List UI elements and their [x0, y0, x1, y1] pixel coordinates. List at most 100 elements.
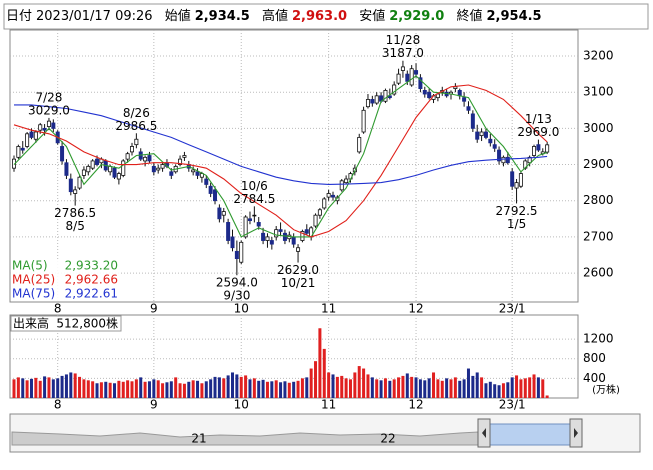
volume-bar: [445, 378, 449, 398]
ma-line: [13, 75, 548, 238]
annotation-value: 3029.0: [28, 103, 70, 117]
volume-bar: [16, 377, 20, 398]
candle-body: [400, 66, 405, 71]
candle-body: [497, 149, 502, 162]
volume-bar: [270, 381, 274, 398]
volume-bar: [191, 380, 195, 398]
open: 2,934.5: [194, 9, 250, 24]
volume-bar: [357, 366, 361, 398]
x-tick-label: 9: [150, 398, 158, 412]
volume-bar: [99, 382, 103, 398]
candle-body: [20, 147, 25, 151]
candle-body: [462, 97, 467, 102]
y-tick-label: 1200: [583, 332, 614, 346]
candle-body: [29, 131, 34, 138]
volume-bar: [108, 382, 112, 398]
volume-title: 出来高: [13, 316, 49, 331]
volume-bar: [379, 380, 383, 398]
annotation-value: 2792.5: [496, 204, 538, 218]
x-tick-label: 23/1: [499, 398, 526, 412]
volume-bar: [21, 378, 25, 398]
candle-body: [38, 124, 43, 131]
candle-body: [25, 133, 30, 147]
candle-body: [125, 153, 130, 160]
navigator-window[interactable]: [489, 423, 571, 446]
volume-bar: [432, 372, 436, 398]
candle-body: [274, 229, 279, 238]
volume-bar: [279, 382, 283, 398]
annotation-date: 1/13: [525, 112, 552, 126]
volume-bar: [375, 379, 379, 398]
candle-body: [510, 171, 515, 187]
candle-body: [483, 131, 488, 138]
x-tick-label: 11: [321, 302, 336, 316]
candle-body: [60, 146, 65, 162]
navigator-label: 22: [380, 432, 395, 446]
volume-bar: [69, 372, 73, 398]
candle-body: [73, 189, 78, 194]
volume-bar: [480, 377, 484, 398]
volume-bar: [397, 377, 401, 398]
volume-bar: [353, 372, 357, 398]
volume-bar: [488, 381, 492, 398]
annotation-date: 10/6: [241, 179, 268, 193]
candle-body: [230, 236, 235, 249]
volume-bar: [257, 380, 261, 398]
volume-bar: [86, 380, 90, 398]
candle-body: [383, 90, 388, 102]
volume-bar: [309, 368, 313, 398]
volume-bar: [484, 383, 488, 398]
candle-body: [33, 131, 38, 140]
volume-bar: [292, 381, 296, 398]
header-frame: [3, 3, 649, 30]
legend-name: MA(75): [12, 287, 55, 301]
volume-bar: [104, 381, 108, 398]
volume-bar: [528, 377, 532, 398]
x-tick-label: 10: [234, 398, 249, 412]
candle-body: [370, 99, 375, 104]
volume-bar: [318, 328, 322, 398]
volume-bar: [515, 375, 519, 398]
volume-bar: [51, 379, 55, 398]
legend-name: MA(5): [12, 259, 48, 273]
candle-body: [392, 84, 397, 95]
volume-bar: [274, 380, 278, 398]
volume-bar: [204, 381, 208, 398]
candle-body: [77, 176, 82, 189]
volume-bar: [287, 382, 291, 398]
ma-line: [13, 84, 548, 238]
x-tick-label: 12: [408, 398, 423, 412]
volume-bar: [449, 379, 453, 398]
legend-box: [11, 259, 121, 301]
volume-bar: [82, 379, 86, 398]
navigator: [9, 413, 641, 453]
candle-body: [243, 216, 248, 238]
candle-body: [278, 229, 283, 232]
volume-bar: [60, 375, 64, 398]
volume-bar: [536, 377, 540, 398]
label: 終値: [456, 9, 483, 24]
volume-bar: [200, 383, 204, 398]
candle-body: [160, 164, 165, 169]
volume-bar: [519, 379, 523, 398]
annotation-value: 2986.5: [115, 119, 157, 133]
date: 2023/01/17 09:26: [36, 9, 153, 24]
candle-body: [414, 70, 419, 75]
candle-body: [518, 173, 523, 187]
annotation-date: 1/5: [507, 217, 526, 231]
candle-body: [182, 155, 187, 158]
volume-bar: [78, 376, 82, 398]
volume-bar: [523, 378, 527, 398]
y-tick-label: 2800: [583, 193, 614, 207]
volume-bar: [331, 374, 335, 398]
volume-bar: [217, 377, 221, 398]
candle-body: [90, 160, 95, 169]
volume-bar: [471, 375, 475, 398]
volume-bar: [126, 380, 130, 398]
volume-bar: [493, 384, 497, 398]
volume-bar: [165, 382, 169, 398]
candle-body: [361, 109, 366, 133]
candle-body: [317, 209, 322, 216]
x-tick-label: 11: [321, 398, 336, 412]
candle-body: [501, 156, 506, 164]
